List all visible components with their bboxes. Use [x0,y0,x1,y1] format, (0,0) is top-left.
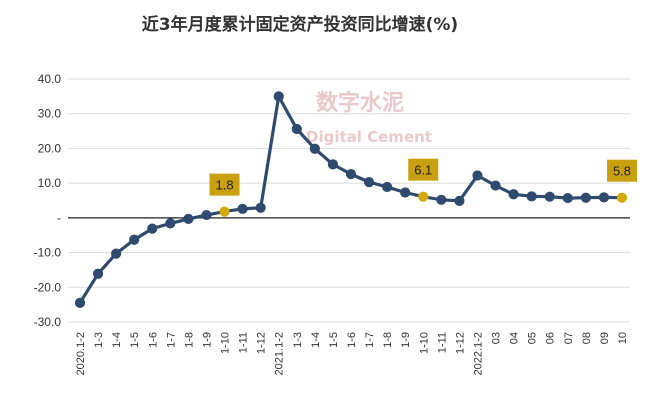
data-point [363,177,375,188]
y-tick-label: -10.0 [34,246,62,260]
y-tick-label: 20.0 [38,141,62,155]
data-label-box [209,173,240,196]
data-point [92,268,104,279]
data-point [183,213,194,224]
x-tick-label: 1-7 [165,332,177,348]
data-point [255,202,266,213]
x-tick-label: 1-9 [201,332,213,348]
x-tick-label: 1-6 [346,332,358,348]
x-tick-label: 07 [563,332,575,344]
data-point [580,192,591,203]
y-tick-label: -30.0 [34,315,62,329]
x-tick-label: 1-10 [220,332,232,354]
data-point [201,209,212,221]
data-point [129,234,140,245]
x-tick-label: 05 [527,332,539,344]
y-tick-label: 10.0 [38,176,62,190]
x-tick-label: 2021.1-2 [274,332,286,375]
x-tick-label: 1-7 [364,332,376,348]
highlight-point [418,191,429,202]
data-point [454,195,465,206]
data-label-box [408,158,439,181]
data-point [74,297,86,309]
x-tick-label: 1-8 [382,332,394,348]
x-tick-label: 1-8 [183,332,195,348]
x-tick-label: 08 [581,332,593,344]
x-tick-label: 2020.1-2 [75,332,87,375]
data-point [147,223,158,234]
y-tick-label: -20.0 [34,280,62,294]
data-point [237,203,248,214]
data-point [400,187,411,198]
watermark-text-en: Digital Cement [306,128,432,146]
x-tick-label: 1-12 [256,332,268,354]
x-tick-label: 09 [599,332,611,344]
x-tick-label: 1-5 [328,332,340,348]
x-tick-label: 1-6 [147,332,159,348]
y-tick-label: - [57,211,61,225]
data-point [526,191,537,202]
data-point [309,143,320,154]
data-label: 1.8 [215,178,233,193]
x-tick-label: 06 [545,332,557,344]
data-point [273,91,284,102]
data-point [111,248,122,259]
x-tick-label: 1-5 [129,332,141,348]
x-tick-label: 1-4 [310,332,322,348]
x-tick-label: 1-9 [400,332,412,348]
x-tick-label: 10 [617,332,629,344]
data-point [165,218,176,229]
x-tick-label: 1-11 [436,332,448,353]
x-tick-label: 03 [491,332,503,344]
data-point [436,194,447,205]
data-point [598,192,610,203]
data-point [291,123,302,135]
x-tick-label: 04 [509,332,521,344]
data-point [382,181,393,193]
data-point [327,159,339,170]
data-point [508,189,519,200]
data-point [562,192,573,204]
data-point [472,170,483,181]
data-point [490,180,501,191]
data-point [544,191,555,202]
data-label: 5.8 [613,164,631,179]
chart-title: 近3年月度累计固定资产投资同比增速(%) [141,15,459,35]
x-tick-label: 1-12 [454,332,466,354]
highlight-point [219,206,230,217]
x-tick-label: 2022.1-2 [472,332,484,375]
x-tick-label: 1-11 [238,332,250,353]
x-tick-label: 1-10 [418,332,430,354]
x-tick-label: 1-3 [93,332,105,348]
data-label: 6.1 [414,163,432,178]
data-point [345,169,357,180]
x-tick-label: 1-3 [292,332,304,348]
highlight-point [616,192,628,203]
data-label-box [607,159,637,182]
y-tick-label: 40.0 [38,72,62,86]
y-tick-label: 30.0 [38,107,62,121]
watermark-text: 数字水泥 [316,90,404,116]
x-tick-label: 1-4 [111,332,123,348]
